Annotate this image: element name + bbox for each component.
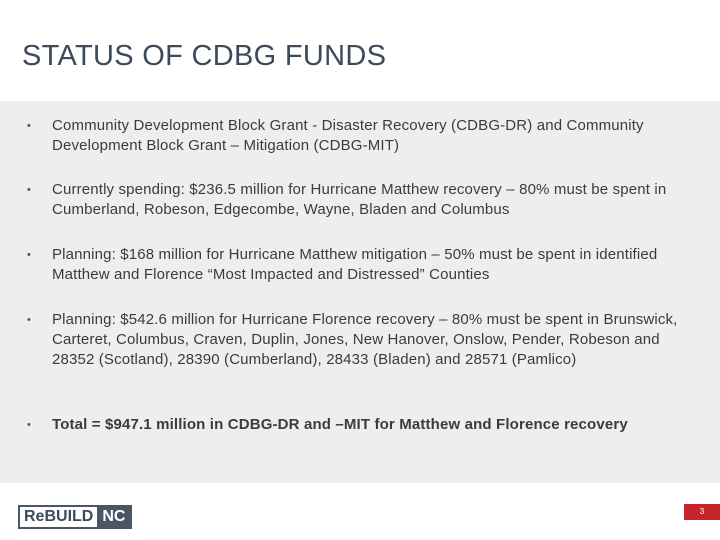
logo-rebuild-text: ReBUILD — [20, 507, 98, 527]
content-panel: • Community Development Block Grant - Di… — [0, 101, 720, 483]
bullet-icon: • — [27, 120, 31, 132]
logo-nc-text: NC — [97, 507, 131, 527]
bullet-text: Planning: $168 million for Hurricane Mat… — [52, 246, 658, 283]
rebuild-nc-logo: ReBUILD NC — [18, 505, 133, 529]
bullet-icon: • — [27, 249, 31, 261]
bullet-icon: • — [27, 419, 31, 431]
bullet-text-total: Total = $947.1 million in CDBG-DR and –M… — [52, 416, 628, 433]
bullet-text: Community Development Block Grant - Disa… — [52, 117, 644, 154]
slide-title: STATUS OF CDBG FUNDS — [22, 40, 387, 72]
bullet-icon: • — [27, 184, 31, 196]
bullet-text: Currently spending: $236.5 million for H… — [52, 181, 667, 218]
bullet-text: Planning: $542.6 million for Hurricane F… — [52, 311, 678, 368]
bullet-icon: • — [27, 314, 31, 326]
page-number-badge: 3 — [684, 504, 720, 520]
